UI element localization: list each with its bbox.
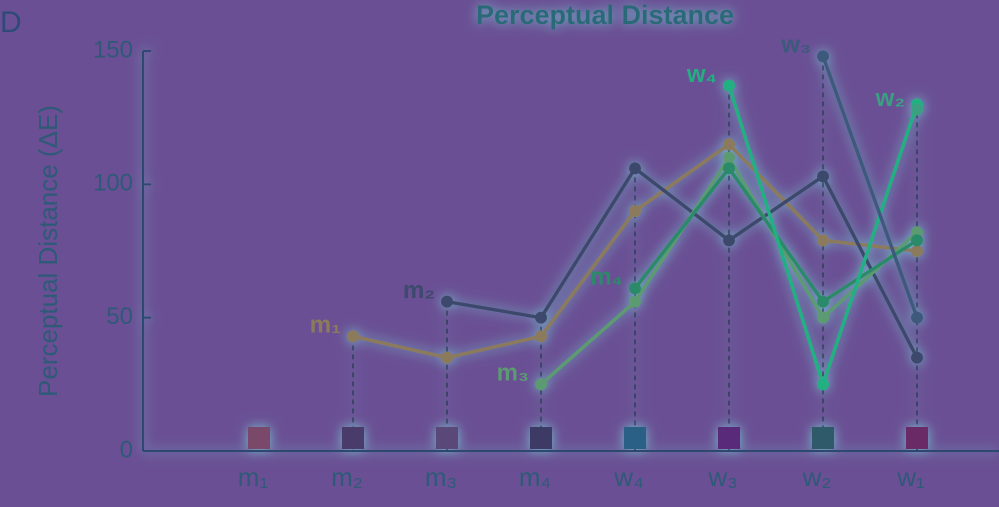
- chart-title: Perceptual Distance: [476, 0, 734, 30]
- x-tick-label: m₂: [331, 462, 363, 492]
- point: [817, 311, 829, 324]
- point: [911, 351, 923, 364]
- x-tick-label: w₄: [613, 462, 643, 492]
- point: [535, 378, 547, 391]
- category-swatch: [530, 427, 552, 449]
- series-label: m₄: [590, 264, 623, 291]
- point: [911, 245, 923, 257]
- point: [911, 234, 923, 247]
- point: [911, 311, 923, 324]
- point: [817, 295, 829, 308]
- point: [723, 151, 735, 164]
- y-tick-label: 100: [93, 170, 133, 197]
- point: [817, 234, 829, 247]
- point: [629, 162, 641, 175]
- x-tick-label: w₂: [802, 462, 832, 492]
- point: [817, 170, 829, 183]
- point: [629, 295, 641, 308]
- category-swatch: [718, 427, 740, 449]
- point: [723, 162, 735, 175]
- point: [817, 378, 829, 391]
- panel-label: D: [0, 6, 22, 39]
- series-line: [821, 55, 919, 319]
- category-swatch: [436, 427, 458, 449]
- x-tick-label: m₃: [425, 462, 457, 492]
- y-axis-label: Perceptual Distance (ΔE): [33, 105, 63, 397]
- point: [629, 205, 641, 217]
- series-label: w₄: [686, 61, 717, 88]
- series-label: m₁: [310, 312, 341, 339]
- point: [817, 50, 829, 63]
- category-swatch: [624, 427, 646, 449]
- point: [347, 330, 359, 343]
- series-label: m₃: [497, 360, 529, 387]
- x-tick-label: m₁: [238, 462, 269, 492]
- y-tick-label: 150: [93, 36, 133, 63]
- category-swatch: [248, 427, 270, 449]
- x-tick-label: w₁: [896, 462, 925, 492]
- series-label: m₂: [403, 277, 435, 304]
- category-swatch: [906, 427, 928, 449]
- point: [723, 138, 735, 151]
- point: [441, 295, 453, 308]
- x-tick-label: m₄: [519, 462, 551, 492]
- series-label: w₂: [875, 85, 905, 112]
- category-swatch: [812, 427, 834, 449]
- point: [441, 351, 453, 364]
- point: [911, 103, 923, 116]
- category-swatch: [342, 427, 364, 449]
- series-line: [446, 165, 919, 359]
- point: [723, 79, 735, 92]
- plot: [142, 50, 999, 452]
- point: [629, 282, 641, 295]
- point: [723, 234, 735, 247]
- y-tick-label: 50: [106, 303, 133, 330]
- x-tick-label: w₃: [707, 462, 737, 492]
- point: [535, 311, 547, 324]
- series-label: w₃: [780, 32, 811, 59]
- point: [535, 330, 547, 343]
- y-tick-label: 0: [120, 436, 133, 463]
